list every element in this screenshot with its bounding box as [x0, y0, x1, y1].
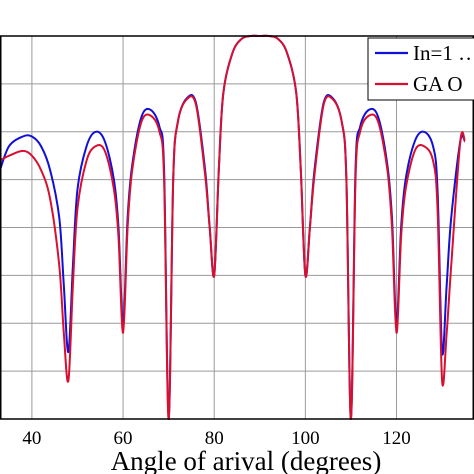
legend-label-in1: In=1 …: [413, 41, 474, 65]
legend: In=1 … GA O: [367, 37, 474, 101]
x-axis-title: Angle of arival (degrees): [111, 446, 382, 474]
x-tick-label: 100: [291, 428, 320, 449]
legend-label-ga: GA O: [413, 72, 463, 96]
x-tick-labels: 40 60 80 100 120: [22, 428, 410, 449]
series-lines: [0, 34, 466, 421]
x-tick-label: 120: [382, 428, 411, 449]
legend-box: [367, 37, 474, 101]
plot-frame: [0, 35, 474, 420]
x-tick-label: 40: [22, 428, 41, 449]
x-tick-label: 80: [205, 428, 224, 449]
series-line-ga: [0, 34, 466, 420]
x-tick-label: 60: [114, 428, 133, 449]
